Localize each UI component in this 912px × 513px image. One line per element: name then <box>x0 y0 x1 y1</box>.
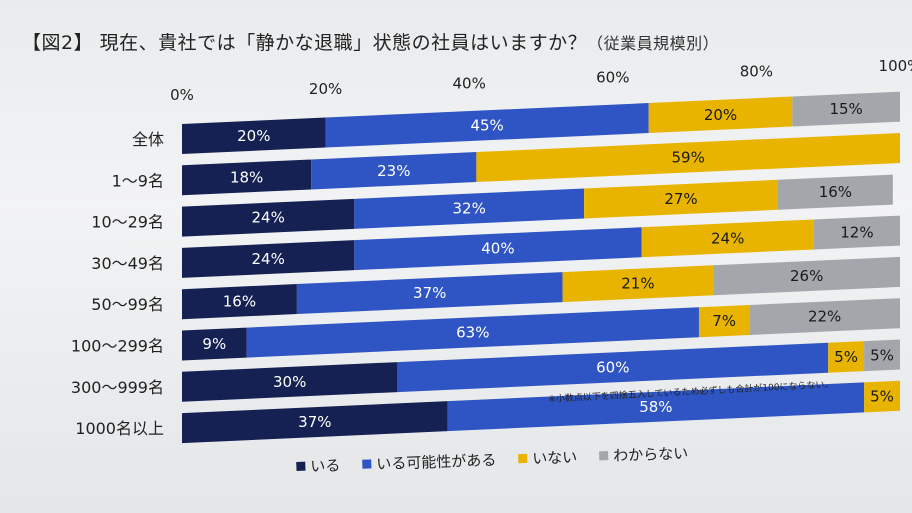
legend-swatch <box>296 461 306 471</box>
bar-segment-iru <box>182 362 398 402</box>
category-label: 100～299名 <box>71 337 164 356</box>
data-label: 5% <box>834 348 858 366</box>
legend-swatch <box>362 459 372 469</box>
x-tick-label: 60% <box>596 69 629 87</box>
data-label: 24% <box>711 229 744 247</box>
data-label: 24% <box>251 250 284 268</box>
bar-segment-iru-kanousei <box>296 272 563 315</box>
bar-segment-inai <box>698 304 750 338</box>
data-label: 7% <box>712 312 736 330</box>
data-label: 26% <box>790 267 823 285</box>
data-label: 20% <box>237 127 270 145</box>
legend-swatch <box>599 451 609 461</box>
bar-segment-inai <box>864 380 900 413</box>
bar-segment-iru <box>182 240 355 278</box>
data-label: 59% <box>672 149 705 167</box>
x-tick-label: 40% <box>453 74 486 92</box>
bar-segment-iru-kanousei <box>397 342 829 393</box>
bar-segment-iru-kanousei <box>354 227 642 271</box>
category-label: 10～29名 <box>91 213 164 232</box>
legend-swatch <box>518 453 528 464</box>
data-label: 23% <box>377 162 410 180</box>
category-label: 300～999名 <box>71 378 164 397</box>
legend-item-wakaranai: わからない <box>599 442 689 466</box>
bar-segment-wakaranai <box>777 174 893 210</box>
legend-label: いる可能性がある <box>376 451 497 474</box>
bar-segment-wakaranai <box>713 256 900 296</box>
bar-segment-wakaranai <box>864 339 900 372</box>
data-label: 63% <box>456 323 489 341</box>
legend-label: いない <box>531 448 578 468</box>
category-label: 1000名以上 <box>75 419 164 438</box>
data-label: 22% <box>808 308 841 326</box>
data-label: 27% <box>664 190 697 208</box>
bar-segment-iru <box>182 401 448 444</box>
data-label: 37% <box>298 413 331 431</box>
bar-segment-iru-kanousei <box>354 188 585 229</box>
data-label: 30% <box>273 373 306 391</box>
legend-item-inai: いない <box>518 446 578 469</box>
data-label: 15% <box>829 100 862 118</box>
data-label: 16% <box>223 293 256 311</box>
data-label: 60% <box>596 358 629 376</box>
category-label: 50～99名 <box>91 295 164 314</box>
category-label: 30～49名 <box>91 254 164 273</box>
bar-segment-iru <box>182 327 247 361</box>
data-label: 18% <box>230 168 263 186</box>
data-label: 45% <box>470 116 503 134</box>
bar-segment-iru-kanousei <box>447 382 865 432</box>
bar-segment-iru-kanousei <box>325 102 649 148</box>
data-label: 16% <box>819 183 852 201</box>
bar-segment-iru-kanousei <box>246 307 699 358</box>
bar-segment-iru <box>182 159 312 196</box>
data-label: 20% <box>704 106 737 124</box>
data-label: 24% <box>251 209 284 227</box>
data-label: 58% <box>639 398 672 416</box>
bar-segment-iru <box>182 198 355 237</box>
chart-title: 【図2】 現在、貴社では「静かな退職」状態の社員はいますか？（従業員規模別） <box>22 28 719 55</box>
bar-segment-wakaranai <box>813 215 900 250</box>
chart-title-main: 【図2】 現在、貴社では「静かな退職」状態の社員はいますか？ <box>22 32 588 54</box>
category-label: 全体 <box>132 130 164 149</box>
data-label: 21% <box>621 275 654 293</box>
legend-label: いる <box>310 456 341 476</box>
data-label: 5% <box>870 388 894 406</box>
bar-segment-iru-kanousei <box>311 152 477 190</box>
data-label: 12% <box>840 224 873 242</box>
category-label: 1～9名 <box>112 171 164 190</box>
x-tick-label: 0% <box>170 86 194 104</box>
data-label: 32% <box>453 200 486 218</box>
bar-segment-inai <box>562 265 714 303</box>
bar-segment-inai <box>476 132 900 183</box>
bar-segment-inai <box>828 341 865 373</box>
chart-title-sub: （従業員規模別） <box>587 34 720 53</box>
x-tick-label: 80% <box>740 63 773 81</box>
bar-segment-wakaranai <box>749 298 900 335</box>
x-tick-label: 20% <box>309 80 342 98</box>
bar-segment-wakaranai <box>792 91 900 127</box>
data-label: 5% <box>870 346 894 364</box>
bar-segment-iru <box>182 284 297 320</box>
data-label: 37% <box>413 284 446 302</box>
data-label: 9% <box>202 335 226 353</box>
bar-segment-inai <box>584 179 778 219</box>
bar-segment-inai <box>641 219 814 258</box>
x-tick-label: 100% <box>879 57 912 75</box>
bar-segment-inai <box>648 96 793 133</box>
legend-label: わからない <box>612 444 689 465</box>
bar-segment-iru <box>182 117 326 154</box>
legend-item-iru: いる <box>296 454 341 477</box>
data-label: 40% <box>481 240 514 258</box>
